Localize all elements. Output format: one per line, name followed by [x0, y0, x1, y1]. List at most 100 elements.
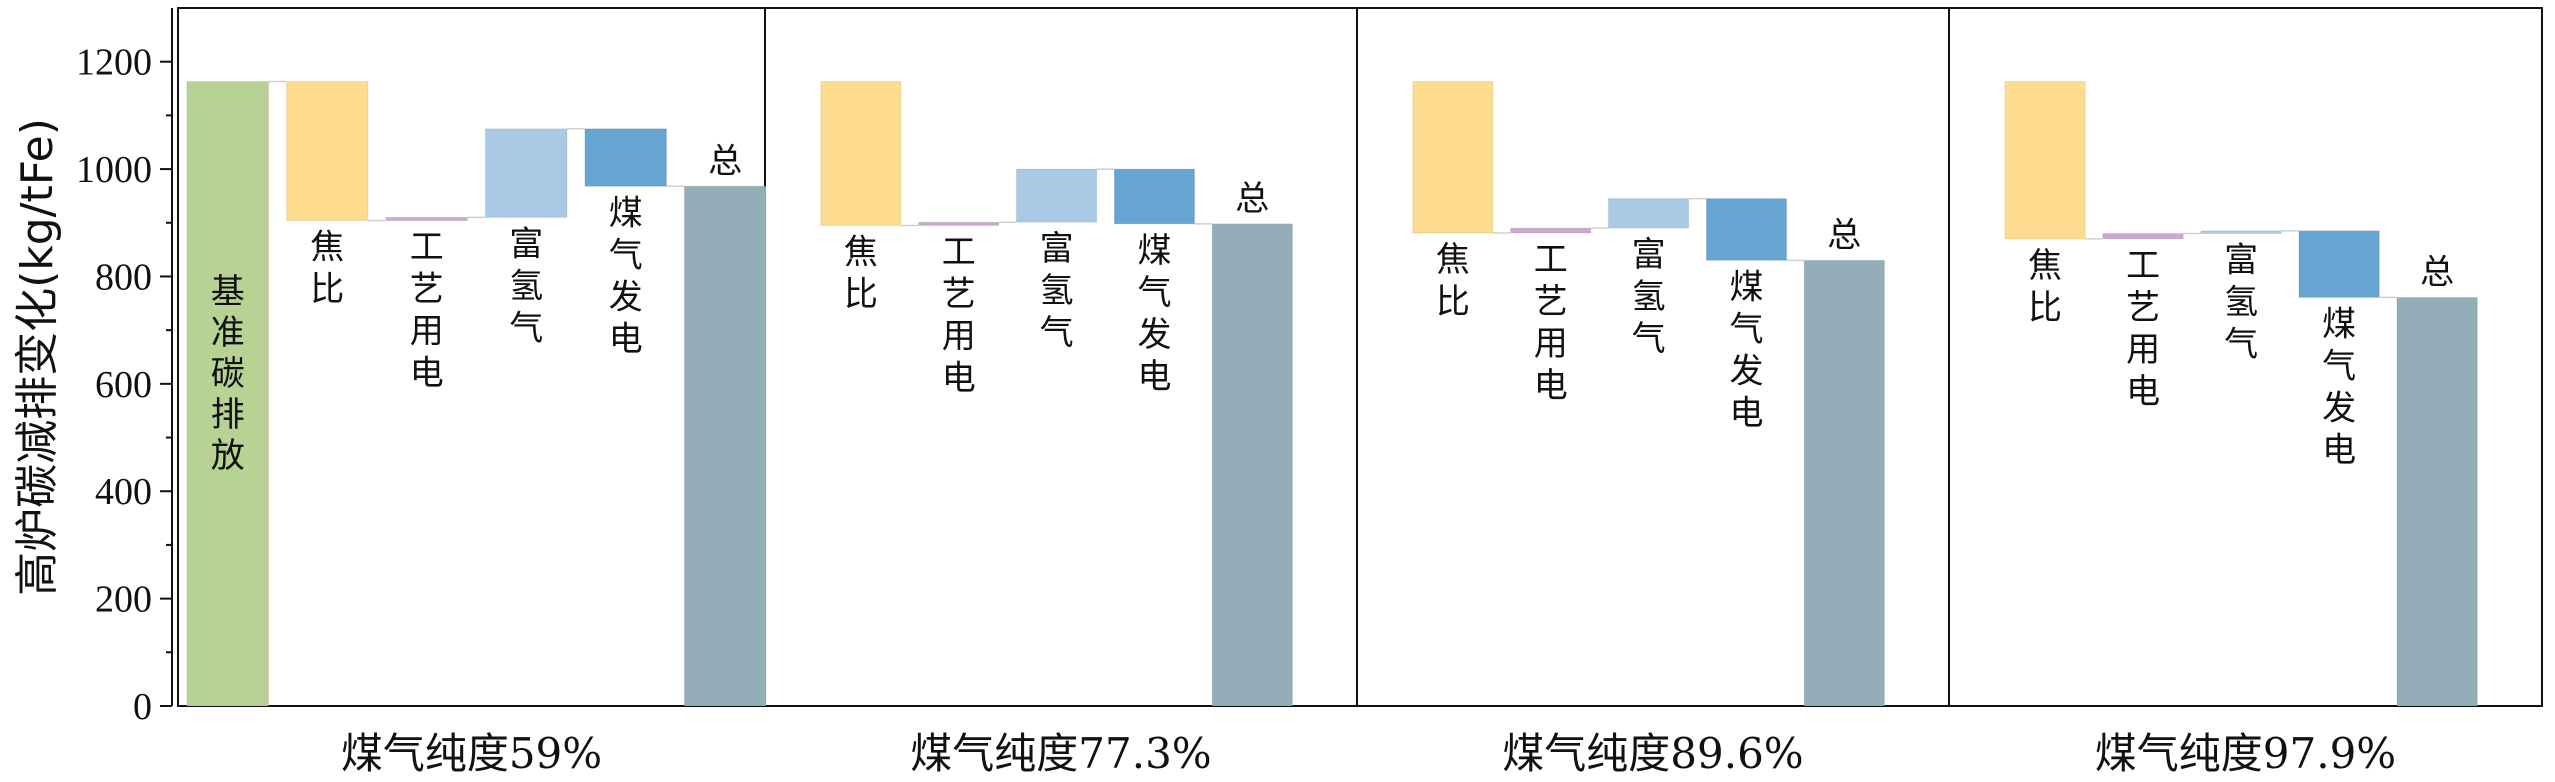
bar-3 — [2200, 230, 2282, 235]
step-label-char: 氢 — [2224, 283, 2258, 323]
step-label-char: 电 — [2322, 430, 2356, 470]
y-tick-label: 1200 — [76, 42, 152, 84]
step-label-char: 用 — [2126, 330, 2160, 370]
step-label-char: 艺 — [1534, 282, 1568, 322]
step-label-char: 比 — [844, 274, 878, 314]
step-label-char: 准 — [211, 313, 245, 353]
panel-frames — [177, 7, 2543, 707]
y-axis-title: 高炉碳减排变化(kg/tFe) — [12, 118, 63, 596]
step-label-char: 氢 — [509, 266, 543, 306]
step-label-char: 艺 — [942, 274, 976, 314]
step-label-char: 煤 — [1729, 267, 1763, 307]
step-label-char: 电 — [609, 319, 643, 359]
step-label-char: 富 — [2224, 241, 2258, 281]
step-label-char: 用 — [942, 316, 976, 356]
step-label-char: 电 — [1729, 393, 1763, 433]
step-label-char: 比 — [2028, 288, 2062, 328]
y-axis: 0 200 400 600 800 1000 1200 — [76, 8, 173, 728]
step-label-char: 电 — [942, 358, 976, 398]
y-tick-label: 800 — [95, 256, 152, 298]
bar-6 — [683, 185, 767, 707]
bar-1 — [186, 81, 270, 707]
step-label-char: 气 — [1632, 319, 1666, 359]
step-label-char: 电 — [410, 354, 444, 394]
step-label-char: 气 — [2322, 346, 2356, 386]
bar-2 — [285, 81, 369, 222]
bar-5 — [1211, 223, 1293, 707]
panel-label: 煤气纯度77.3% — [910, 729, 1211, 778]
panel-label: 煤气纯度59% — [341, 729, 602, 778]
bar-2 — [2102, 233, 2184, 240]
step-label-char: 艺 — [2126, 288, 2160, 328]
bars — [186, 81, 2478, 707]
bar-3 — [1607, 198, 1690, 229]
step-label-char: 用 — [410, 312, 444, 352]
bar-3 — [1015, 168, 1098, 223]
bar-1 — [820, 81, 902, 226]
bar-3 — [385, 216, 469, 222]
bar-5 — [1803, 259, 1885, 707]
step-label-char: 用 — [1534, 324, 1568, 364]
step-label-char: 气 — [609, 235, 643, 275]
step-label-char: 煤 — [1137, 231, 1171, 271]
bar-1 — [2004, 81, 2086, 240]
panel-label: 煤气纯度89.6% — [1502, 729, 1803, 778]
step-label-char: 排 — [211, 395, 245, 435]
panel-frame — [1948, 7, 2543, 707]
bar-4 — [484, 128, 568, 218]
step-label-char: 煤 — [2322, 304, 2356, 344]
step-label-char: 基 — [211, 272, 245, 312]
panel-labels: 煤气纯度59% 煤气纯度77.3% 煤气纯度89.6% 煤气纯度97.9% — [341, 729, 2396, 778]
y-tick-label: 600 — [95, 364, 152, 406]
step-label-char: 工 — [410, 228, 444, 268]
y-tick-label: 400 — [95, 471, 152, 513]
total-label: 总 — [1827, 215, 1861, 255]
bar-1 — [1412, 81, 1494, 234]
step-label-char: 焦 — [2028, 246, 2062, 286]
step-label-char: 工 — [1534, 240, 1568, 280]
y-tick-label: 1000 — [76, 149, 152, 191]
connectors — [268, 80, 2397, 299]
step-label-char: 富 — [1040, 229, 1074, 269]
step-label-char: 工 — [942, 232, 976, 272]
step-label-char: 发 — [609, 277, 643, 317]
bar-5 — [2396, 296, 2478, 707]
step-label-char: 气 — [1137, 273, 1171, 313]
bar-4 — [2298, 230, 2380, 298]
bar-2 — [1510, 227, 1592, 234]
step-labels: 基准碳排放焦比工艺用电富氢气煤气发电总焦比工艺用电富氢气煤气发电总焦比工艺用电富… — [211, 141, 2454, 476]
step-label-char: 气 — [1040, 313, 1074, 353]
step-label-char: 发 — [1729, 351, 1763, 391]
step-label-char: 煤 — [609, 193, 643, 233]
y-tick-label: 0 — [133, 686, 152, 728]
step-label-char: 工 — [2126, 246, 2160, 286]
step-label-char: 富 — [509, 224, 543, 264]
step-label-char: 比 — [310, 270, 344, 310]
step-label-char: 焦 — [844, 232, 878, 272]
bar-4 — [1113, 168, 1196, 225]
step-label-char: 焦 — [310, 228, 344, 268]
step-label-char: 放 — [211, 436, 245, 476]
step-label-char: 电 — [1534, 366, 1568, 406]
y-tick-label: 200 — [95, 579, 152, 621]
bar-5 — [584, 128, 668, 187]
step-label-char: 氢 — [1040, 271, 1074, 311]
total-label: 总 — [2420, 252, 2454, 292]
bar-2 — [918, 221, 1000, 226]
step-label-char: 气 — [1729, 309, 1763, 349]
step-label-char: 气 — [509, 308, 543, 348]
step-label-char: 电 — [2126, 372, 2160, 412]
step-label-char: 焦 — [1436, 240, 1470, 280]
step-label-char: 发 — [1137, 315, 1171, 355]
step-label-char: 碳 — [211, 354, 245, 394]
total-label: 总 — [708, 141, 742, 181]
step-label-char: 氢 — [1632, 277, 1666, 317]
step-label-char: 电 — [1137, 357, 1171, 397]
total-label: 总 — [1235, 179, 1269, 219]
step-label-char: 气 — [2224, 325, 2258, 365]
bar-4 — [1705, 198, 1788, 261]
step-label-char: 比 — [1436, 282, 1470, 322]
step-label-char: 发 — [2322, 388, 2356, 428]
step-label-char: 艺 — [410, 270, 444, 310]
